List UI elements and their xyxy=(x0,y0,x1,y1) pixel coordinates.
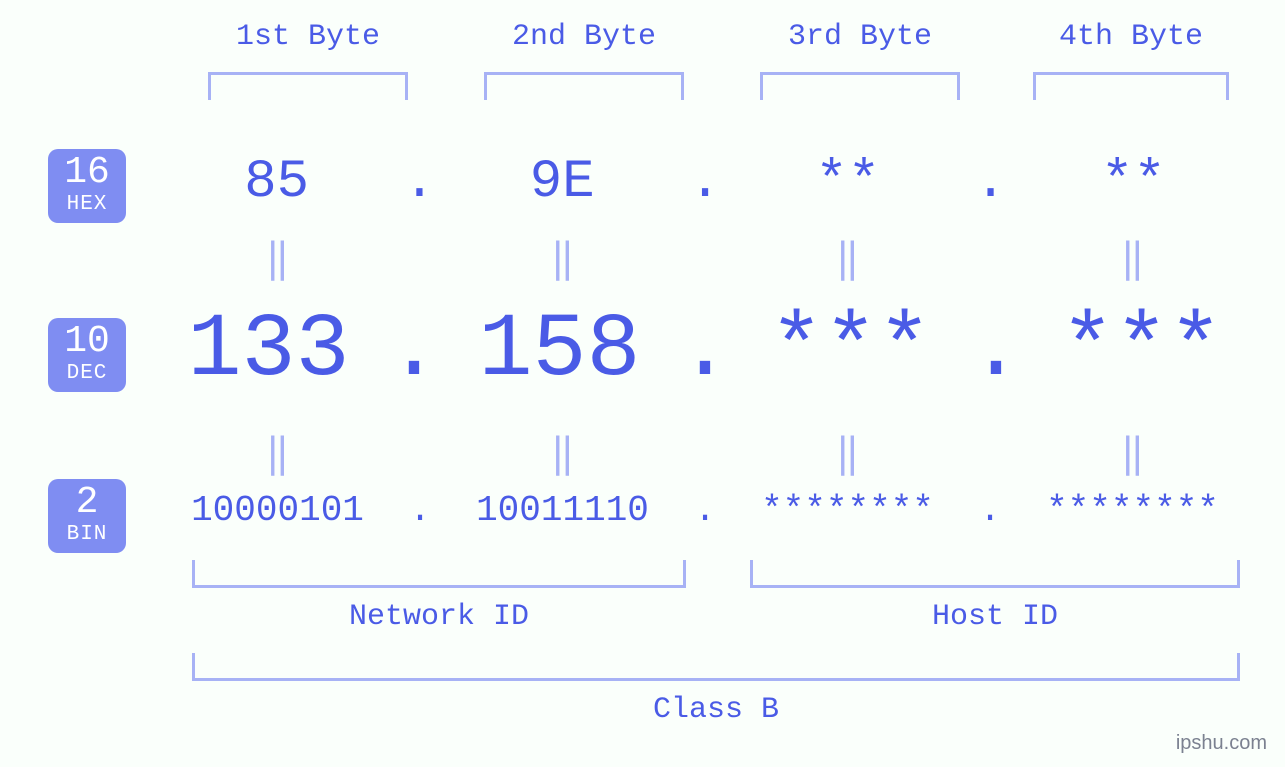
hex-row: 85 . 9E . ** . ** xyxy=(150,152,1260,213)
bin-dot-3: . xyxy=(975,490,1005,531)
eq-1-4: ‖ xyxy=(1005,235,1260,284)
hex-dot-3: . xyxy=(974,152,1006,213)
dec-dot-2: . xyxy=(678,300,732,402)
base-label-dec: DEC xyxy=(67,363,108,384)
dec-byte-1: 133 xyxy=(150,300,387,402)
eq-1-1: ‖ xyxy=(150,235,405,284)
base-badge-hex: 16 HEX xyxy=(48,149,126,223)
base-badge-dec: 10 DEC xyxy=(48,318,126,392)
base-label-hex: HEX xyxy=(67,194,108,215)
base-num-dec: 10 xyxy=(64,323,110,361)
dec-dot-3: . xyxy=(969,300,1023,402)
equals-row-1: ‖ ‖ ‖ ‖ xyxy=(150,235,1260,284)
eq-2-3: ‖ xyxy=(720,430,975,479)
top-bracket-4 xyxy=(1033,72,1229,100)
byte-header-3: 3rd Byte xyxy=(760,20,960,54)
hex-dot-1: . xyxy=(403,152,435,213)
bin-byte-1: 10000101 xyxy=(150,490,405,531)
equals-row-2: ‖ ‖ ‖ ‖ xyxy=(150,430,1260,479)
watermark: ipshu.com xyxy=(1176,732,1267,755)
bin-byte-3: ******** xyxy=(720,490,975,531)
class-bracket xyxy=(192,653,1240,681)
eq-2-1: ‖ xyxy=(150,430,405,479)
bin-row: 10000101 . 10011110 . ******** . *******… xyxy=(150,490,1260,531)
eq-2-4: ‖ xyxy=(1005,430,1260,479)
hex-byte-3: ** xyxy=(721,152,974,213)
bin-byte-4: ******** xyxy=(1005,490,1260,531)
hex-byte-2: 9E xyxy=(436,152,689,213)
eq-1-3: ‖ xyxy=(720,235,975,284)
base-num-bin: 2 xyxy=(76,484,99,522)
byte-header-4: 4th Byte xyxy=(1031,20,1231,54)
dec-byte-2: 158 xyxy=(441,300,678,402)
bin-dot-1: . xyxy=(405,490,435,531)
network-id-label: Network ID xyxy=(192,600,686,634)
top-bracket-2 xyxy=(484,72,684,100)
class-label: Class B xyxy=(192,693,1240,727)
hex-byte-1: 85 xyxy=(150,152,403,213)
network-id-bracket xyxy=(192,560,686,588)
host-id-label: Host ID xyxy=(750,600,1240,634)
top-bracket-1 xyxy=(208,72,408,100)
host-id-bracket xyxy=(750,560,1240,588)
base-badge-bin: 2 BIN xyxy=(48,479,126,553)
dec-byte-3: *** xyxy=(732,300,969,402)
dec-row: 133 . 158 . *** . *** xyxy=(150,300,1260,402)
base-num-hex: 16 xyxy=(64,154,110,192)
bin-byte-2: 10011110 xyxy=(435,490,690,531)
dec-byte-4: *** xyxy=(1023,300,1260,402)
byte-header-2: 2nd Byte xyxy=(484,20,684,54)
eq-2-2: ‖ xyxy=(435,430,690,479)
top-bracket-3 xyxy=(760,72,960,100)
bin-dot-2: . xyxy=(690,490,720,531)
byte-header-1: 1st Byte xyxy=(208,20,408,54)
dec-dot-1: . xyxy=(387,300,441,402)
base-label-bin: BIN xyxy=(67,524,108,545)
hex-byte-4: ** xyxy=(1007,152,1260,213)
eq-1-2: ‖ xyxy=(435,235,690,284)
hex-dot-2: . xyxy=(689,152,721,213)
